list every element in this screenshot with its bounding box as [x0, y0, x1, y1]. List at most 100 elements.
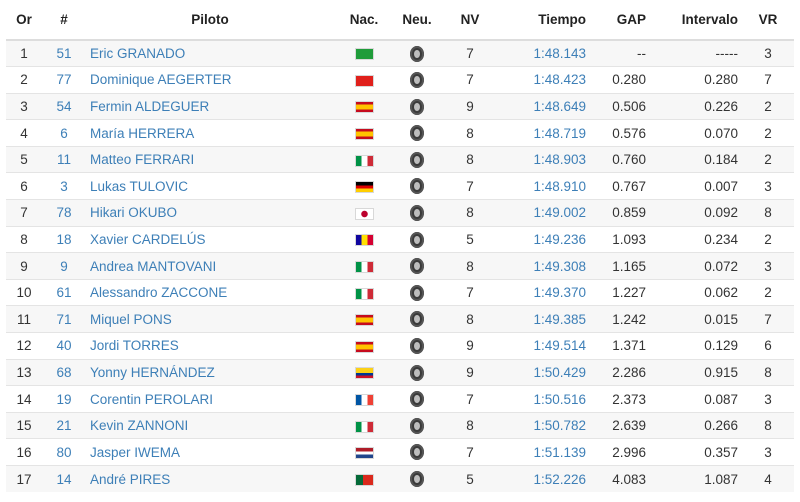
rider-number-link[interactable]: 40 — [42, 332, 86, 360]
rider-name-link[interactable]: Jordi TORRES — [86, 332, 334, 360]
interval: 0.280 — [650, 66, 742, 94]
laps: 8 — [440, 411, 500, 439]
rider-name-link[interactable]: Jasper IWEMA — [86, 438, 334, 466]
laps: 9 — [440, 332, 500, 360]
interval: ----- — [650, 39, 742, 67]
tyre-icon — [410, 417, 424, 434]
nationality — [334, 385, 394, 413]
rider-name-link[interactable]: Alessandro ZACCONE — [86, 278, 334, 306]
interval: 0.234 — [650, 225, 742, 253]
interval: 1.087 — [650, 465, 742, 493]
nationality — [334, 411, 394, 439]
tyre — [394, 332, 440, 360]
table-row: 12 40 Jordi TORRES 9 1:49.514 1.371 0.12… — [6, 332, 794, 360]
rider-name-link[interactable]: Dominique AEGERTER — [86, 66, 334, 94]
interval: 0.915 — [650, 358, 742, 386]
header-tiempo[interactable]: Tiempo — [500, 0, 590, 41]
rider-name-link[interactable]: María HERRERA — [86, 119, 334, 147]
colombia-flag-icon — [354, 367, 374, 380]
header-number[interactable]: # — [42, 0, 86, 41]
header-nac[interactable]: Nac. — [334, 0, 394, 41]
tyre — [394, 119, 440, 147]
rider-name-link[interactable]: Fermin ALDEGUER — [86, 92, 334, 120]
best-lap: 8 — [742, 358, 794, 386]
gap: 0.280 — [590, 66, 650, 94]
rider-number-link[interactable]: 80 — [42, 438, 86, 466]
laps: 8 — [440, 305, 500, 333]
tyre-icon — [410, 258, 424, 275]
position: 2 — [6, 66, 42, 94]
rider-number-link[interactable]: 77 — [42, 66, 86, 94]
laps: 8 — [440, 119, 500, 147]
rider-name-link[interactable]: Yonny HERNÁNDEZ — [86, 358, 334, 386]
nationality — [334, 358, 394, 386]
rider-name-link[interactable]: Kevin ZANNONI — [86, 411, 334, 439]
rider-number-link[interactable]: 14 — [42, 465, 86, 493]
best-lap: 2 — [742, 119, 794, 147]
rider-name-link[interactable]: Lukas TULOVIC — [86, 172, 334, 200]
tyre — [394, 411, 440, 439]
header-nv[interactable]: NV — [440, 0, 500, 41]
rider-name-link[interactable]: Corentin PEROLARI — [86, 385, 334, 413]
lap-time: 1:50.516 — [500, 385, 590, 413]
italy-flag-icon — [354, 420, 374, 433]
switzerland-flag-icon — [354, 74, 374, 87]
rider-number-link[interactable]: 6 — [42, 119, 86, 147]
best-lap: 3 — [742, 172, 794, 200]
rider-number-link[interactable]: 11 — [42, 145, 86, 173]
rider-number-link[interactable]: 3 — [42, 172, 86, 200]
tyre-icon — [410, 364, 424, 381]
lap-time: 1:52.226 — [500, 465, 590, 493]
rider-name-link[interactable]: André PIRES — [86, 465, 334, 493]
rider-number-link[interactable]: 19 — [42, 385, 86, 413]
tyre-icon — [410, 45, 424, 62]
table-row: 2 77 Dominique AEGERTER 7 1:48.423 0.280… — [6, 66, 794, 94]
header-neu[interactable]: Neu. — [394, 0, 440, 41]
gap: 1.165 — [590, 252, 650, 280]
tyre-icon — [410, 391, 424, 408]
rider-number-link[interactable]: 78 — [42, 199, 86, 227]
rider-number-link[interactable]: 68 — [42, 358, 86, 386]
table-row: 7 78 Hikari OKUBO 8 1:49.002 0.859 0.092… — [6, 199, 794, 227]
gap: 0.859 — [590, 199, 650, 227]
header-gap[interactable]: GAP — [590, 0, 650, 41]
header-or[interactable]: Or — [6, 0, 42, 41]
header-intervalo[interactable]: Intervalo — [650, 0, 742, 41]
italy-flag-icon — [354, 260, 374, 273]
header-piloto[interactable]: Piloto — [86, 0, 334, 41]
rider-number-link[interactable]: 21 — [42, 411, 86, 439]
rider-number-link[interactable]: 9 — [42, 252, 86, 280]
spain-flag-icon — [354, 101, 374, 114]
position: 7 — [6, 199, 42, 227]
rider-number-link[interactable]: 51 — [42, 39, 86, 67]
rider-name-link[interactable]: Eric GRANADO — [86, 39, 334, 67]
header-vr[interactable]: VR — [742, 0, 794, 41]
table-row: 4 6 María HERRERA 8 1:48.719 0.576 0.070… — [6, 119, 794, 147]
laps: 5 — [440, 225, 500, 253]
gap: 1.242 — [590, 305, 650, 333]
rider-name-link[interactable]: Xavier CARDELÚS — [86, 225, 334, 253]
rider-name-link[interactable]: Hikari OKUBO — [86, 199, 334, 227]
position: 16 — [6, 438, 42, 466]
best-lap: 4 — [742, 465, 794, 493]
interval: 0.226 — [650, 92, 742, 120]
tyre-icon — [410, 471, 424, 488]
tyre-icon — [410, 72, 424, 89]
nationality — [334, 332, 394, 360]
rider-name-link[interactable]: Andrea MANTOVANI — [86, 252, 334, 280]
rider-number-link[interactable]: 61 — [42, 278, 86, 306]
tyre — [394, 465, 440, 493]
rider-number-link[interactable]: 71 — [42, 305, 86, 333]
laps: 9 — [440, 358, 500, 386]
rider-name-link[interactable]: Matteo FERRARI — [86, 145, 334, 173]
rider-number-link[interactable]: 54 — [42, 92, 86, 120]
best-lap: 8 — [742, 411, 794, 439]
nationality — [334, 92, 394, 120]
position: 1 — [6, 39, 42, 67]
rider-number-link[interactable]: 18 — [42, 225, 86, 253]
table-row: 3 54 Fermin ALDEGUER 9 1:48.649 0.506 0.… — [6, 92, 794, 120]
gap: 1.227 — [590, 278, 650, 306]
position: 4 — [6, 119, 42, 147]
gap: 1.371 — [590, 332, 650, 360]
rider-name-link[interactable]: Miquel PONS — [86, 305, 334, 333]
